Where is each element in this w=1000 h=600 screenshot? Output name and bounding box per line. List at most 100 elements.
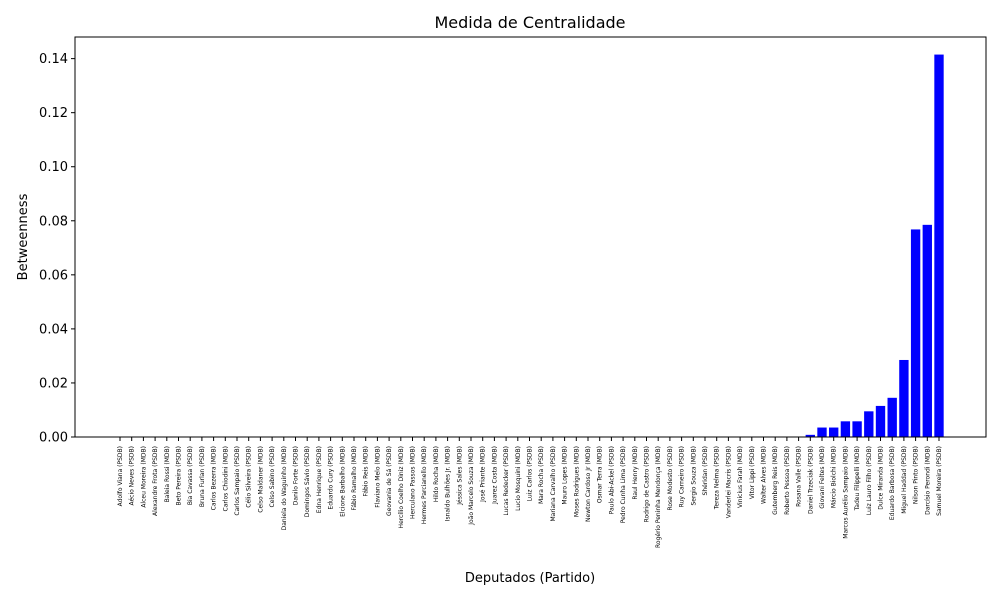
x-tick-label: Alexandre Frota (PSDB) bbox=[152, 446, 159, 516]
x-tick-label: Jéssica Sales (MDB) bbox=[456, 446, 463, 506]
chart-title: Medida de Centralidade bbox=[434, 13, 625, 32]
x-axis-label: Deputados (Partido) bbox=[465, 571, 595, 586]
x-tick-label: Edna Henrique (PSDB) bbox=[316, 446, 323, 513]
x-tick-label: Miguel Haddad (PSDB) bbox=[901, 446, 908, 514]
x-tick-label: Walter Alves (MDB) bbox=[761, 446, 768, 504]
x-tick-label: Carlos Bezerra (MDB) bbox=[211, 446, 218, 510]
y-axis-label: Betweenness bbox=[16, 193, 31, 280]
x-tick-label: Eduardo Barbosa (PSDB) bbox=[889, 446, 896, 520]
x-tick-label: Daniel Trzeciak (PSDB) bbox=[807, 446, 814, 514]
x-tick-label: Hercílio Coelho Diniz (MDB) bbox=[398, 446, 405, 528]
x-tick-label: Raul Henry (MDB) bbox=[632, 446, 639, 500]
y-axis-ticks: 0.00 0.02 0.04 0.06 0.08 0.10 0.12 0.14 bbox=[39, 52, 75, 446]
x-tick-label: Mariana Carvalho (PSDB) bbox=[550, 446, 557, 522]
bar bbox=[887, 397, 897, 437]
x-tick-label: Flaviano Melo (MDB) bbox=[374, 446, 381, 508]
bar bbox=[864, 411, 874, 437]
x-tick-label: Hildo Rocha (MDB) bbox=[433, 446, 440, 502]
x-tick-label: Alceu Moreira (MDB) bbox=[140, 446, 147, 508]
bar bbox=[910, 229, 921, 437]
x-tick-label: Beto Pereira (PSDB) bbox=[176, 446, 183, 505]
x-tick-label: Bruna Furlan (PSDB) bbox=[199, 446, 206, 507]
x-tick-label: Giovani Feltes (MDB) bbox=[819, 446, 826, 509]
x-tick-label: Tadeu Filippelli (MDB) bbox=[854, 446, 861, 511]
x-axis-ticks: Adolfo Viana (PSDB) Aécio Neves (PSDB) Alc… bbox=[117, 437, 943, 548]
x-tick-label: Pedro Cunha Lima (PSDB) bbox=[620, 446, 627, 523]
x-tick-label: Carlos Sampaio (PSDB) bbox=[234, 446, 241, 516]
plot-frame bbox=[74, 36, 987, 438]
x-tick-label: Danilo Forte (PSDB) bbox=[293, 446, 300, 505]
x-tick-label: Fábio Ramalho (MDB) bbox=[351, 446, 358, 511]
bar bbox=[817, 427, 827, 437]
x-tick-label: Geovania de Sá (PSDB) bbox=[386, 446, 393, 516]
x-tick-label: Bia Cavassa (PSDB) bbox=[187, 446, 194, 505]
x-tick-label: Vanderlei Macris (PSDB) bbox=[725, 446, 732, 518]
x-tick-label: Luiz Lauro Filho (PSDB) bbox=[866, 446, 873, 515]
x-tick-label: Juarez Costa (MDB) bbox=[491, 446, 498, 505]
x-tick-label: Baleia Rossi (MDB) bbox=[164, 446, 171, 502]
bar bbox=[852, 421, 862, 437]
x-tick-label: Marcos Aurélio Sampaio (MDB) bbox=[842, 446, 849, 539]
bar bbox=[875, 405, 886, 437]
bar bbox=[829, 427, 839, 437]
x-tick-label: José Priante (MDB) bbox=[480, 446, 487, 503]
x-tick-label: Adolfo Viana (PSDB) bbox=[117, 446, 124, 506]
x-tick-label: Herculano Passos (MDB) bbox=[410, 446, 417, 519]
x-tick-label: Domingos Sávio (PSDB) bbox=[304, 446, 311, 517]
x-tick-label: Nilson Pinto (PSDB) bbox=[913, 446, 920, 504]
y-tick-label: 0.02 bbox=[39, 376, 68, 391]
x-tick-label: João Marcelo Souza (MDB) bbox=[468, 446, 475, 526]
x-tick-label: Luiz Carlos (PSDB) bbox=[527, 446, 534, 501]
bar bbox=[840, 421, 851, 437]
x-tick-label: Carlos Chiodini (MDB) bbox=[222, 446, 229, 511]
x-tick-label: Eduardo Cury (PSDB) bbox=[328, 446, 335, 510]
y-tick-label: 0.00 bbox=[39, 431, 68, 446]
x-tick-label: Mauro Lopes (MDB) bbox=[562, 446, 569, 505]
y-tick-label: 0.14 bbox=[39, 52, 68, 67]
x-tick-label: Hermes Parcianello (MDB) bbox=[421, 446, 428, 524]
x-tick-label: Rosana Valle (PSDB) bbox=[796, 446, 803, 507]
x-tick-label: Lucio Mosquini (MDB) bbox=[515, 446, 522, 511]
x-tick-label: Rose Modesto (PSDB) bbox=[667, 446, 674, 511]
x-tick-label: Tereza Nelma (PSDB) bbox=[714, 446, 721, 510]
y-tick-label: 0.10 bbox=[39, 160, 68, 175]
bar bbox=[899, 359, 909, 437]
y-tick-label: 0.12 bbox=[39, 106, 68, 121]
x-tick-label: Darcísio Perondi (MDB) bbox=[924, 446, 931, 515]
x-tick-label: Lucas Redecker (PSDB) bbox=[503, 446, 510, 516]
x-tick-label: Vinicius Farah (MDB) bbox=[737, 446, 744, 508]
x-tick-label: Vitor Lippi (PSDB) bbox=[749, 446, 756, 499]
y-tick-label: 0.04 bbox=[39, 322, 68, 337]
bars-group bbox=[805, 54, 944, 437]
x-tick-label: Isnaldo Bulhões Jr. (MDB) bbox=[445, 446, 452, 521]
bar bbox=[934, 54, 944, 437]
x-tick-label: Fábio Reis (MDB) bbox=[363, 446, 370, 497]
x-tick-label: Ruy Carneiro (PSDB) bbox=[679, 446, 686, 507]
x-tick-label: Roberto Pessoa (PSDB) bbox=[784, 446, 791, 515]
x-tick-label: Dulce Miranda (MDB) bbox=[878, 446, 885, 510]
x-tick-label: Aécio Neves (PSDB) bbox=[129, 446, 136, 506]
x-tick-label: Rogério Peninha Mendonça (MDB) bbox=[655, 446, 662, 548]
x-tick-label: Moses Rodrigues (MDB) bbox=[573, 446, 580, 517]
x-tick-label: Celso Sabino (PSDB) bbox=[269, 446, 276, 507]
x-tick-label: Paulo Abi-Ackel (PSDB) bbox=[608, 446, 615, 514]
x-tick-label: Mara Rocha (PSDB) bbox=[538, 446, 545, 504]
x-tick-label: Sergio Souza (MDB) bbox=[690, 446, 697, 506]
bar bbox=[922, 224, 932, 437]
x-tick-label: Daniela do Waguinho (MDB) bbox=[281, 446, 288, 530]
x-tick-label: Célio Silveira (PSDB) bbox=[246, 446, 253, 508]
x-tick-label: Rodrigo de Castro (PSDB) bbox=[644, 446, 651, 522]
x-tick-label: Elcione Barbalho (MDB) bbox=[339, 446, 346, 517]
x-tick-label: Celso Maldaner (MDB) bbox=[257, 446, 264, 513]
y-tick-label: 0.08 bbox=[39, 214, 68, 229]
x-tick-label: Newton Cardoso Jr (MDB) bbox=[585, 446, 592, 522]
y-tick-label: 0.06 bbox=[39, 268, 68, 283]
bar bbox=[805, 434, 815, 437]
x-tick-label: Osmar Terra (MDB) bbox=[597, 446, 604, 503]
x-tick-label: Shéridan (PSDB) bbox=[702, 446, 709, 495]
x-tick-label: Samuel Moreira (PSDB) bbox=[936, 446, 943, 516]
x-tick-label: Gutemberg Reis (MDB) bbox=[772, 446, 779, 515]
x-tick-label: Márcio Biolchi (MDB) bbox=[831, 446, 838, 508]
